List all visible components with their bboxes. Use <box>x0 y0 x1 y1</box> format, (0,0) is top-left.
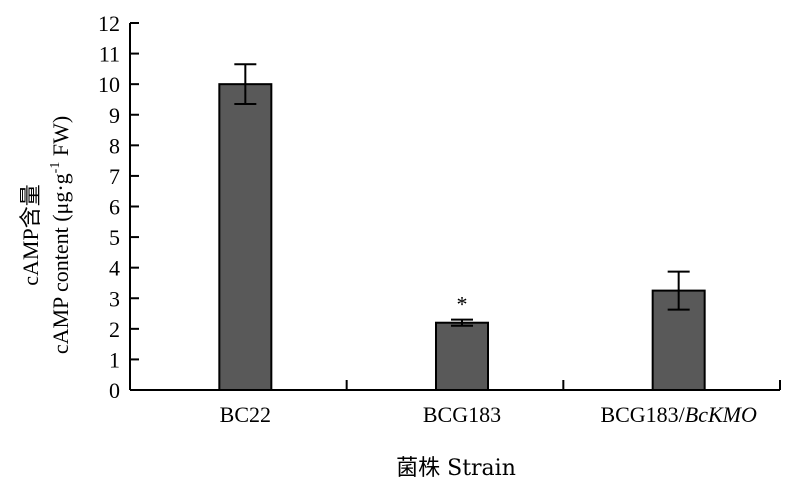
bars: BC22 BCG183 * BCG183/BcKMO <box>218 63 757 427</box>
y-tick-label: 11 <box>99 42 120 67</box>
y-tick-label: 9 <box>109 103 120 128</box>
y-tick-label: 7 <box>109 164 120 189</box>
y-axis-title-line2: cAMP content (μg·g-1 FW) <box>48 116 73 354</box>
significance-marker: * <box>457 292 468 317</box>
y-tick-label: 2 <box>109 317 120 342</box>
y-tick-label: 0 <box>109 378 120 403</box>
x-axis-title: 菌株 Strain <box>396 456 516 481</box>
y-tick-label: 10 <box>98 72 120 97</box>
bar-bc22 <box>218 83 273 392</box>
y-tick-label: 6 <box>109 195 120 220</box>
y-axis-title-line1: cAMP含量 <box>18 184 44 285</box>
y-tick-label: 1 <box>109 347 120 372</box>
x-tick-label: BCG183/BcKMO <box>600 402 757 427</box>
x-tick-label: BC22 <box>220 402 271 427</box>
y-tick-label: 4 <box>109 256 120 281</box>
bar-bcg183 <box>435 321 489 392</box>
y-tick-label: 5 <box>109 225 120 250</box>
y-tick-label: 3 <box>109 286 120 311</box>
x-tick-label: BCG183 <box>423 402 501 427</box>
y-tick-label: 12 <box>98 11 120 36</box>
y-axis-title: cAMP含量 cAMP content (μg·g-1 FW) <box>18 116 73 354</box>
y-tick-label: 8 <box>109 133 120 158</box>
